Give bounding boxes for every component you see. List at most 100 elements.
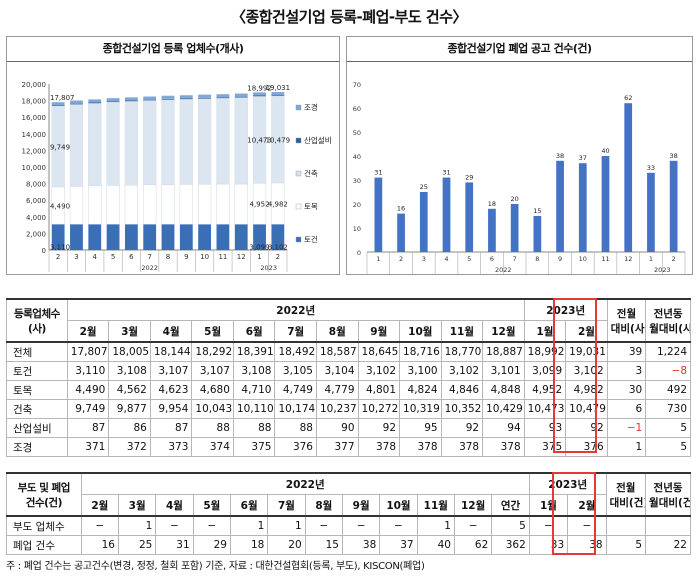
closure-bar-chart: 0102030405060703111622533142951862071583…: [353, 81, 686, 274]
table-cell: 3,101: [482, 361, 525, 381]
bar-segment-산업설비: [271, 95, 285, 96]
table-cell: 10,352: [440, 399, 484, 419]
row-label: 산업설비: [6, 418, 68, 438]
bar-segment-조경: [143, 96, 157, 100]
bar-segment-산업설비: [234, 96, 248, 98]
y-tick-label: 2,000: [26, 230, 46, 238]
legend-label-산업설비: 산업설비: [304, 135, 332, 145]
year-header-2022: 2022년: [66, 298, 525, 321]
legend-label-토목: 토목: [304, 202, 318, 211]
bar-segment-건축: [161, 99, 175, 185]
x-tick-label: 10: [579, 255, 587, 263]
bar-segment-산업설비: [51, 105, 65, 107]
prev-month-cell: [605, 515, 647, 536]
bar-segment-조경: [198, 94, 212, 98]
table-cell: −: [341, 515, 381, 536]
table-cell: 18,144: [149, 341, 193, 362]
year-group-label: 2022: [141, 264, 158, 272]
bar-segment-토목: [88, 185, 102, 225]
table-cell: 3,107: [191, 361, 234, 381]
table-cell: 20: [267, 535, 306, 555]
table-cell: 10,479: [565, 399, 608, 419]
bar-segment-산업설비: [88, 102, 102, 104]
table-cell: 10,272: [357, 399, 401, 419]
table-cell: 376: [565, 437, 608, 457]
table-cell: 40: [416, 535, 455, 555]
month-header: 5월: [191, 320, 234, 343]
bar-segment-토목: [216, 183, 230, 225]
table-cell: 90: [315, 418, 359, 438]
prev-year-cell: 5: [645, 418, 691, 438]
table-cell: 88: [191, 418, 234, 438]
month-header: 10월: [379, 494, 418, 517]
x-tick-label: 6: [129, 253, 134, 261]
y-tick-label: 0: [357, 249, 361, 257]
table-cell: 19,031: [565, 341, 608, 362]
month-header: 2월: [66, 320, 110, 343]
bar-segment-토건: [253, 224, 266, 250]
month-header: 11월: [416, 494, 455, 517]
table-row: 폐업 건수 16 25 31 29 18 20 15 38 37 40 62 362 33 38 5 22: [6, 535, 691, 555]
bar-segment-조경: [70, 100, 83, 104]
legend-swatch: [295, 137, 302, 144]
table-cell: 9,954: [149, 399, 193, 419]
bar-segment-토건: [124, 224, 138, 250]
table-cell: 31: [155, 535, 194, 555]
y-tick-label: 8,000: [26, 181, 46, 189]
y-tick-label: 60: [353, 105, 361, 113]
bar-segment-건축: [143, 100, 157, 185]
legend-swatch: [295, 170, 302, 177]
bar-segment-토목: [197, 183, 212, 225]
table-cell: 88: [274, 418, 317, 438]
data-label: 17,807: [50, 94, 75, 102]
y-tick-label: 6,000: [26, 197, 46, 205]
table-cell: 38: [341, 535, 381, 555]
x-tick-label: 1: [649, 255, 653, 263]
data-label: 4,490: [50, 203, 70, 211]
prev-month-cell: 3: [606, 361, 647, 381]
x-tick-label: 1: [376, 255, 380, 263]
data-label: 3,102: [268, 244, 288, 252]
month-header: 12월: [453, 494, 493, 517]
table-cell: 4,848: [482, 380, 525, 400]
x-tick-label: 6: [490, 255, 494, 263]
x-tick-label: 2: [399, 255, 403, 263]
prev-year-cell: 5: [645, 437, 691, 457]
x-tick-label: 12: [237, 253, 246, 261]
table-cell: 95: [399, 418, 442, 438]
y-tick-label: 16,000: [22, 114, 47, 122]
x-tick-label: 11: [601, 255, 609, 263]
table-cell: 15: [304, 535, 343, 555]
row-label: 폐업 건수: [6, 535, 82, 555]
table-cell: 18,005: [108, 341, 151, 362]
table-cell: 37: [379, 535, 418, 555]
table-cell: 10,319: [399, 399, 442, 419]
row-label: 조경: [6, 437, 68, 457]
bar: [488, 208, 496, 252]
table-cell: 3,105: [274, 361, 317, 381]
table-cell: 94: [482, 418, 525, 438]
x-tick-label: 9: [184, 253, 188, 261]
bar-segment-토목: [143, 184, 157, 225]
bar-segment-산업설비: [124, 100, 138, 102]
table-cell: 371: [66, 437, 110, 457]
month-header: 12월: [482, 320, 525, 343]
bar-segment-조경: [51, 102, 65, 106]
data-label: 10,473: [247, 137, 272, 145]
bar-segment-산업설비: [106, 101, 120, 103]
table-cell: 372: [108, 437, 151, 457]
bar: [624, 103, 633, 252]
bar-segment-조경: [124, 97, 138, 101]
month-header: 3월: [117, 494, 157, 517]
legend-swatch: [295, 104, 302, 111]
year-group-label: 2023: [654, 266, 671, 274]
month-header: 8월: [315, 320, 359, 343]
month-header: 8월: [304, 494, 343, 517]
table-cell: −: [379, 515, 418, 536]
table-cell: 18,887: [482, 341, 525, 362]
table-row: 토건 3,110 3,108 3,107 3,107 3,108 3,105 3,104 3,1…: [6, 361, 691, 381]
table-cell: 18,492: [274, 341, 317, 362]
bar-segment-산업설비: [179, 98, 193, 100]
